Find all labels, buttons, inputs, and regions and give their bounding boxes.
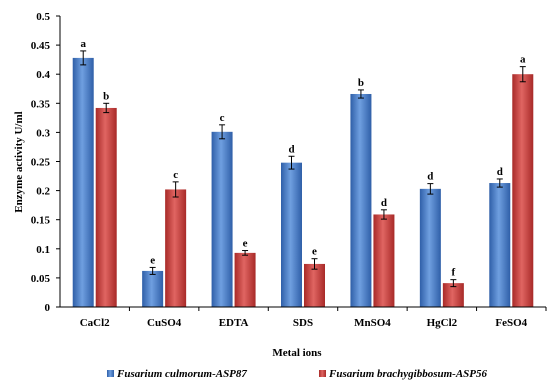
y-tick-label: 0.05 [31, 273, 51, 285]
y-tick-label: 0.15 [31, 215, 51, 227]
y-tick-label: 0.3 [36, 127, 50, 139]
significance-label: b [358, 77, 364, 89]
bars: a b e c c e d e b d d f d a [72, 38, 534, 308]
significance-label: a [520, 54, 526, 66]
x-axis-title: Metal ions [272, 347, 322, 359]
y-tick-label: 0.2 [36, 186, 50, 198]
bar-series-1-FeSO4 [489, 183, 511, 307]
x-axis-ticks: CaCl2 CuSO4 EDTA SDS MnSO4 HgCl2 FeSO4 [80, 307, 547, 329]
x-tick-label: HgCl2 [427, 317, 458, 329]
significance-label: a [80, 38, 86, 50]
y-tick-label: 0.25 [31, 157, 51, 169]
significance-label: e [243, 238, 248, 250]
significance-label: e [150, 254, 155, 266]
legend: Fusarium culmorum-ASP87 Fusarium brachyg… [107, 368, 488, 380]
significance-label: b [103, 90, 109, 102]
significance-label: e [312, 246, 317, 258]
bar-series-1-SDS [281, 162, 302, 307]
significance-label: f [452, 267, 456, 279]
y-axis-title: Enzyme activity U/ml [13, 111, 25, 212]
bar-series-1-EDTA [211, 131, 233, 307]
significance-label: c [173, 169, 178, 181]
y-tick-label: 0 [45, 302, 51, 314]
bar-series-2-HgCl2 [442, 283, 464, 307]
x-tick-label: CaCl2 [80, 317, 110, 329]
significance-label: d [288, 143, 294, 155]
bar-series-1-CuSO4 [142, 270, 164, 307]
y-tick-label: 0.35 [31, 98, 51, 110]
y-tick-label: 0.1 [36, 244, 50, 256]
bar-series-2-CuSO4 [165, 189, 187, 307]
x-tick-label: CuSO4 [147, 317, 182, 329]
bar-series-2-CaCl2 [95, 107, 117, 308]
x-tick-label: SDS [293, 317, 313, 329]
x-tick-label: FeSO4 [495, 317, 527, 329]
y-tick-label: 0.4 [36, 69, 50, 81]
legend-swatch-series-1 [107, 370, 114, 377]
axes [59, 16, 546, 308]
x-tick-label: MnSO4 [354, 317, 391, 329]
y-tick-label: 0.5 [36, 11, 50, 23]
bar-series-1-MnSO4 [350, 93, 372, 307]
legend-label-series-1: Fusarium culmorum-ASP87 [116, 368, 247, 380]
bar-series-1-CaCl2 [72, 57, 94, 308]
significance-label: d [427, 171, 433, 183]
y-tick-label: 0.45 [31, 40, 51, 52]
significance-label: c [220, 112, 225, 124]
bar-series-2-FeSO4 [512, 74, 534, 307]
y-axis-ticks: 0 0.05 0.1 0.15 0.2 0.25 0.3 0.35 0.4 0.45 0.5 [31, 11, 60, 314]
bar-series-2-MnSO4 [373, 214, 395, 307]
legend-label-series-2: Fusarium brachygibbosum-ASP56 [328, 368, 488, 380]
bar-series-2-EDTA [234, 252, 256, 307]
x-tick-label: EDTA [219, 317, 249, 329]
legend-swatch-series-2 [319, 370, 326, 377]
bar-series-1-HgCl2 [419, 188, 441, 307]
bar-series-2-SDS [304, 263, 325, 307]
significance-label: d [497, 166, 503, 178]
significance-label: d [381, 197, 387, 209]
